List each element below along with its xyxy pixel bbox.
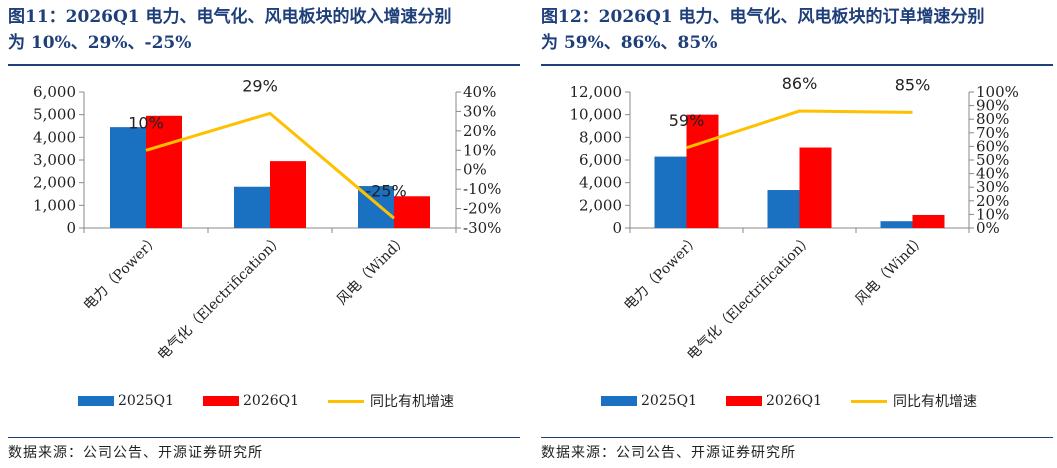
y-tick-label-right: -20% <box>463 200 501 218</box>
source-divider <box>8 437 520 438</box>
y-tick-label-right: 10% <box>976 205 1009 223</box>
y-tick-label-right: -10% <box>463 180 501 198</box>
chart-area: 0 2,000 4,000 6,000 8,000 10,000 12,000 0% 10% 20… <box>541 68 1053 430</box>
bar-2026q1 <box>799 147 832 228</box>
y-tick-label-left: 6,000 <box>579 151 622 169</box>
legend-swatch-2026q1 <box>726 396 762 406</box>
y-tick-label-left: 8,000 <box>579 128 622 146</box>
x-category-label: 风电（Wind） <box>334 232 411 309</box>
bar-2026q1 <box>270 161 306 228</box>
y-tick-label-right: 70% <box>976 124 1009 142</box>
y-tick-label-right: 0% <box>976 219 1000 237</box>
chart-area: 0 1,000 2,000 3,000 4,000 5,000 6,000 -30% -20% -… <box>8 68 520 430</box>
y-tick-label-right: 80% <box>976 110 1009 128</box>
revenue-chart-svg: 0 1,000 2,000 3,000 4,000 5,000 6,000 -30%-20% -… <box>33 76 501 364</box>
legend-item-2025q1: 2025Q1 <box>78 390 174 412</box>
y-tick-label-right: 100% <box>976 83 1019 101</box>
y-tick-label-left: 0 <box>612 219 622 237</box>
y-tick-label-left: 3,000 <box>33 151 76 169</box>
growth-data-label: 86% <box>782 74 818 93</box>
legend-item-2026q1: 2026Q1 <box>726 390 822 412</box>
chart-title: 图12：2026Q1 电力、电气化、风电板块的订单增速分别 为 59%、86%、… <box>541 4 1053 56</box>
legend-item-2026q1: 2026Q1 <box>203 390 299 412</box>
legend-label-2026q1: 2026Q1 <box>766 393 823 409</box>
legend-label-growth: 同比有机增速 <box>370 394 454 410</box>
y-tick-label-left: 10,000 <box>570 106 623 124</box>
chart-title: 图11：2026Q1 电力、电气化、风电板块的收入增速分别 为 10%、29%、… <box>8 4 520 56</box>
legend-label-2025q1: 2025Q1 <box>118 393 175 409</box>
legend-swatch-2025q1 <box>78 396 114 406</box>
growth-data-label: -25% <box>365 181 406 200</box>
y-tick-label-right: 20% <box>976 192 1009 210</box>
bar-2026q1 <box>686 114 719 228</box>
y-tick-label-right: 30% <box>463 102 496 120</box>
growth-line <box>686 109 913 150</box>
y-tick-label-right: 90% <box>976 97 1009 115</box>
y-tick-label-right: 60% <box>976 137 1009 155</box>
growth-data-label: 85% <box>895 75 931 94</box>
chart-panel-revenue: 图11：2026Q1 电力、电气化、风电板块的收入增速分别 为 10%、29%、… <box>8 0 520 468</box>
legend-item-2025q1: 2025Q1 <box>601 390 697 412</box>
source-divider <box>541 437 1053 438</box>
orders-chart-svg: 0 2,000 4,000 6,000 8,000 10,000 12,000 0%10%20… <box>570 74 1019 364</box>
y-tick-label-left: 5,000 <box>33 106 76 124</box>
y-tick-label-right: 0% <box>463 161 487 179</box>
y-tick-label-right: 20% <box>463 122 496 140</box>
source-note: 数据来源：公司公告、开源证券研究所 <box>541 445 796 461</box>
growth-data-label: 10% <box>128 113 164 132</box>
legend-label-growth: 同比有机增速 <box>893 394 977 410</box>
x-category-label: 电气化（Electrification） <box>684 232 816 364</box>
legend-label-2026q1: 2026Q1 <box>243 393 300 409</box>
bar-2025q1 <box>880 221 913 228</box>
legend-label-2025q1: 2025Q1 <box>641 393 698 409</box>
chart-title-line1: 图12：2026Q1 电力、电气化、风电板块的订单增速分别 <box>541 7 985 27</box>
bar-2026q1 <box>912 214 945 228</box>
source-note: 数据来源：公司公告、开源证券研究所 <box>8 445 263 461</box>
y-tick-label-right: 10% <box>463 141 496 159</box>
chart-legend: 2025Q1 2026Q1 同比有机增速 <box>8 390 520 412</box>
y-tick-label-left: 2,000 <box>579 196 622 214</box>
y-tick-label-left: 12,000 <box>570 83 623 101</box>
y-tick-label-left: 4,000 <box>579 174 622 192</box>
x-category-label: 电气化（Electrification） <box>155 232 287 364</box>
title-divider <box>8 64 520 66</box>
y-tick-label-left: 0 <box>66 219 76 237</box>
chart-panel-orders: 图12：2026Q1 电力、电气化、风电板块的订单增速分别 为 59%、86%、… <box>541 0 1053 468</box>
chart-title-line2: 为 10%、29%、-25% <box>8 33 192 53</box>
legend-swatch-2025q1 <box>601 396 637 406</box>
y-tick-label-left: 1,000 <box>33 196 76 214</box>
bar-2026q1 <box>146 115 182 228</box>
bar-2025q1 <box>654 156 687 228</box>
legend-swatch-growth <box>851 399 887 403</box>
growth-data-label: 59% <box>669 111 705 130</box>
bar-2025q1 <box>767 190 800 228</box>
legend-item-growth: 同比有机增速 <box>328 390 454 412</box>
legend-swatch-growth <box>328 399 364 403</box>
legend-swatch-2026q1 <box>203 396 239 406</box>
y-tick-label-right: 30% <box>976 178 1009 196</box>
y-tick-label-right: 50% <box>976 151 1009 169</box>
x-category-label: 电力（Power） <box>81 232 163 314</box>
y-tick-label-right: 40% <box>976 165 1009 183</box>
chart-title-line1: 图11：2026Q1 电力、电气化、风电板块的收入增速分别 <box>8 7 452 27</box>
y-tick-label-right: -30% <box>463 219 501 237</box>
y-tick-label-left: 4,000 <box>33 128 76 146</box>
y-tick-label-right: 40% <box>463 83 496 101</box>
bar-2025q1 <box>110 127 146 228</box>
growth-line <box>145 111 395 220</box>
chart-legend: 2025Q1 2026Q1 同比有机增速 <box>541 390 1053 412</box>
legend-item-growth: 同比有机增速 <box>851 390 977 412</box>
x-category-label: 电力（Power） <box>621 232 703 314</box>
y-tick-label-left: 2,000 <box>33 174 76 192</box>
bar-2026q1 <box>394 196 430 228</box>
chart-title-line2: 为 59%、86%、85% <box>541 33 718 53</box>
title-divider <box>541 64 1053 66</box>
bar-2025q1 <box>234 186 270 228</box>
y-tick-label-left: 6,000 <box>33 83 76 101</box>
growth-data-label: 29% <box>242 76 278 95</box>
x-category-label: 风电（Wind） <box>853 232 930 309</box>
